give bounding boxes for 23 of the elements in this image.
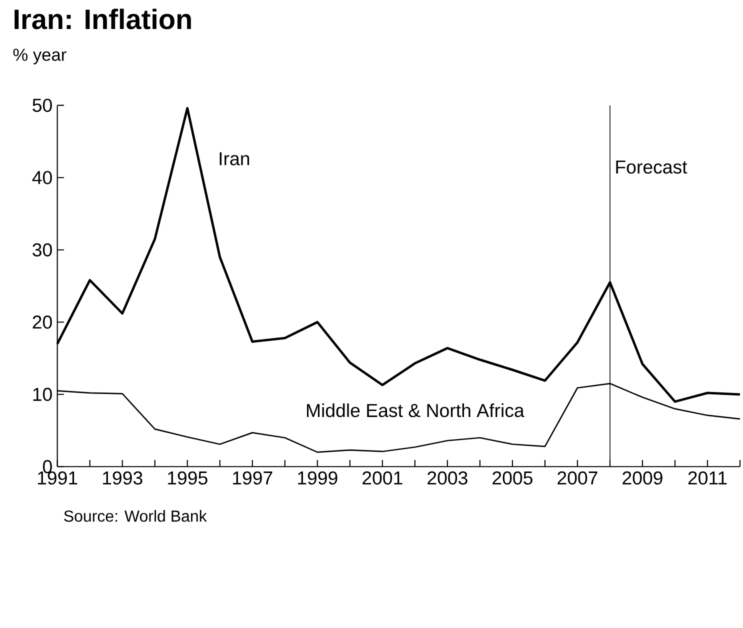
x-tick-label: 1997 xyxy=(233,471,272,485)
text: % year xyxy=(13,48,66,64)
x-tick-label: 2007 xyxy=(558,471,598,485)
y-tick-label: 30 xyxy=(32,243,52,256)
y-tick-label: 10 xyxy=(33,388,52,402)
y-tick-label: 20 xyxy=(32,316,52,329)
y-tick-label: 50 xyxy=(32,98,52,112)
x-tick-label: 1993 xyxy=(103,471,142,485)
series-label: Middle East & North Africa xyxy=(307,403,524,418)
y-tick-label: 0 xyxy=(42,460,52,474)
y-tick-label: 40 xyxy=(32,170,52,184)
x-tick-label: 2011 xyxy=(688,471,727,485)
x-tick-label: 2009 xyxy=(622,471,662,485)
x-tick-label: 2003 xyxy=(428,471,468,485)
source-note: Source: World Bank xyxy=(64,510,207,522)
x-tick-label: 1999 xyxy=(298,471,338,485)
x-tick-label: 2001 xyxy=(362,471,402,485)
x-tick-label: 1991 xyxy=(38,471,78,485)
x-tick-label: 2005 xyxy=(492,471,532,485)
ref-line-label: Forecast xyxy=(616,160,688,174)
x-tick-label: 1995 xyxy=(168,471,208,485)
series-label: Iran xyxy=(220,152,250,166)
chart-title: Iran: Inflation xyxy=(14,8,191,30)
